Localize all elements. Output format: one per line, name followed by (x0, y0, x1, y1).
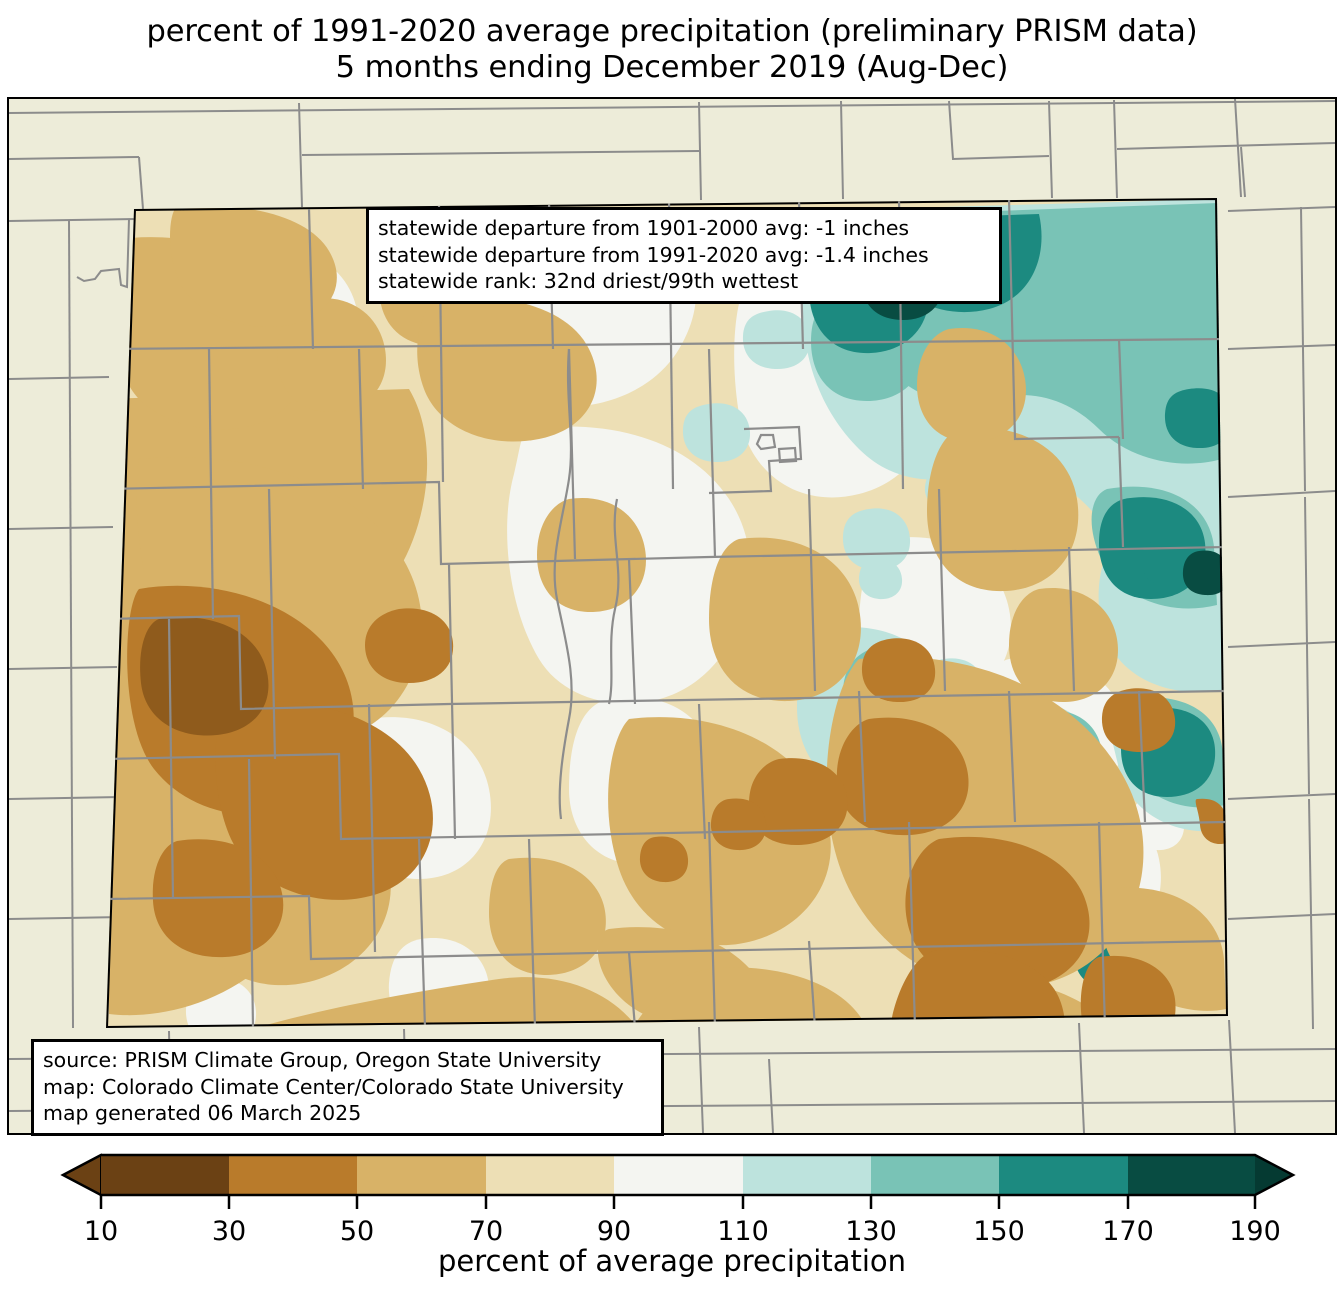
stats-line-1: statewide departure from 1901-2000 avg: … (378, 216, 910, 240)
source-credit-box: source: PRISM Climate Group, Oregon Stat… (31, 1039, 664, 1136)
colorbar-tick-label-6: 130 (845, 1216, 897, 1243)
colorbar-tick-label-7: 150 (973, 1216, 1025, 1243)
colorbar-bin-170-190 (1128, 1155, 1255, 1195)
neighbor-county-lines (9, 99, 1335, 1133)
colorbar-tick-label-0: 10 (84, 1216, 118, 1243)
colorbar-extend-high-arrow (1255, 1155, 1293, 1195)
colorbar-svg: 10 30 50 70 90 110 130 150 170 190 (60, 1153, 1296, 1243)
colorado-state-outline (106, 198, 1228, 1028)
colorbar-swatches (60, 1153, 1296, 1197)
colorbar-bin-30-50 (229, 1155, 357, 1195)
colorbar: 10 30 50 70 90 110 130 150 170 190 perce… (0, 1143, 1344, 1299)
colorbar-bin-50-70 (357, 1155, 486, 1195)
colorbar-bin-90-110 (614, 1155, 743, 1195)
colorbar-ticks (99, 1195, 1257, 1209)
colorbar-tick-label-2: 50 (340, 1216, 374, 1243)
colorbar-tick-label-1: 30 (212, 1216, 246, 1243)
colorbar-tick-label-5: 110 (717, 1216, 769, 1243)
colorbar-tick-label-9: 190 (1229, 1216, 1281, 1243)
precipitation-contours (106, 198, 1228, 1028)
precipitation-map: statewide departure from 1901-2000 avg: … (7, 97, 1337, 1135)
title-line-1: percent of 1991-2020 average precipitati… (146, 14, 1198, 49)
colorbar-tick-label-4: 90 (597, 1216, 631, 1243)
source-line-1: source: PRISM Climate Group, Oregon Stat… (43, 1048, 602, 1072)
colorbar-axis-title: percent of average precipitation (437, 1244, 907, 1278)
stats-line-3: statewide rank: 32nd driest/99th wettest (378, 269, 799, 294)
colorbar-bin-70-90 (486, 1155, 614, 1195)
colorbar-extend-low-arrow (60, 1153, 102, 1197)
statewide-stats-box: statewide departure from 1901-2000 avg: … (366, 207, 1002, 304)
colorbar-bin-130-150 (871, 1155, 999, 1195)
colorbar-tick-label-8: 170 (1102, 1216, 1154, 1243)
contour-band-30-50 (140, 617, 269, 736)
source-line-2: map: Colorado Climate Center/Colorado St… (43, 1074, 624, 1099)
source-line-3: map generated 06 March 2025 (43, 1101, 362, 1126)
colorado-county-boundaries (106, 198, 1226, 1028)
colorbar-bin-10-30 (101, 1155, 229, 1195)
colorbar-tick-label-3: 70 (469, 1216, 503, 1243)
colorbar-bin-110-130 (743, 1155, 871, 1195)
colorbar-bin-150-170 (999, 1155, 1128, 1195)
page-title: percent of 1991-2020 average precipitati… (0, 14, 1344, 86)
colorbar-tick-labels: 10 30 50 70 90 110 130 150 170 190 (84, 1216, 1281, 1243)
stats-line-2: statewide departure from 1991-2020 avg: … (378, 242, 929, 267)
title-line-2: 5 months ending December 2019 (Aug-Dec) (335, 49, 1009, 85)
